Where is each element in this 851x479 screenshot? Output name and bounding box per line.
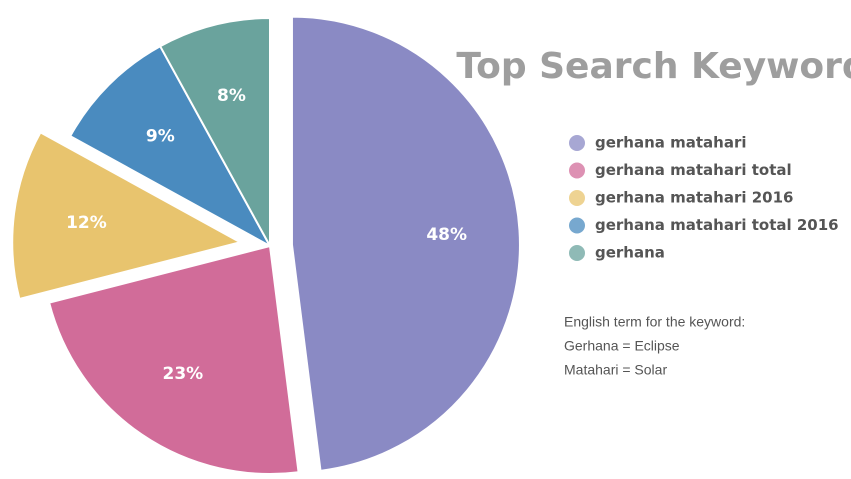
note: Gerhana = Eclipse [564, 338, 680, 354]
legend-swatch [569, 135, 585, 151]
legend-swatch [569, 190, 585, 206]
pie-slice [290, 15, 521, 472]
slice-label: 23% [163, 364, 204, 384]
pie-slice [11, 131, 243, 301]
pie-slice [158, 16, 271, 247]
slice-label: 48% [426, 225, 467, 245]
slice-label: 12% [66, 213, 107, 233]
legend-swatch [569, 217, 585, 234]
legend-label: gerhana matahari total [595, 161, 792, 179]
legend-label: gerhana matahari 2016 [595, 189, 794, 207]
pie-slice [47, 244, 300, 475]
note: Matahari = Solar [564, 362, 667, 378]
pie-slice [68, 44, 273, 249]
legend-swatch [569, 162, 585, 179]
note: English term for the keyword: [564, 314, 745, 330]
slice-label: 9% [146, 126, 175, 146]
legend-label: gerhana matahari total 2016 [595, 216, 839, 234]
chart-title: Top Search Keyword [456, 46, 851, 87]
legend-swatch [569, 245, 585, 261]
slice-label: 8% [217, 86, 246, 106]
legend-label: gerhana matahari [595, 134, 747, 152]
legend-label: gerhana [595, 244, 665, 262]
